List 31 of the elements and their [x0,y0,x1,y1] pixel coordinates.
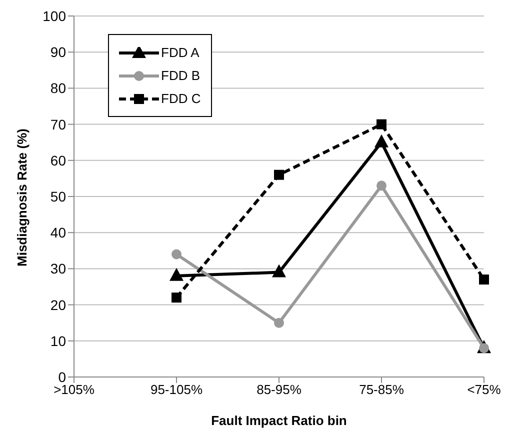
y-tick-label: 90 [50,44,66,60]
y-tick-label: 100 [42,8,66,24]
point [272,264,286,278]
point [274,318,284,328]
point [374,134,388,148]
point [172,292,182,303]
y-tick-label: 60 [50,152,66,168]
y-tick-label: 30 [50,260,66,277]
y-tick-label: 10 [50,332,66,349]
x-tick-label: 75-85% [359,382,404,398]
point [376,119,386,130]
y-tick-label: 80 [50,80,66,96]
y-tick-label: 50 [50,188,66,204]
legend-label: FDD B [161,68,200,83]
x-tick-label: 95-105% [150,382,203,398]
y-axis-title: Misdiagnosis Rate (%) [14,128,30,266]
y-tick-label: 70 [50,116,66,132]
x-axis-title: Fault Impact Ratio bin [211,413,347,428]
point [170,268,184,281]
legend-label: FDD C [161,91,201,106]
x-tick-label: >105% [54,382,95,398]
point [172,249,182,260]
legend-label: FDD A [161,45,200,60]
y-tick-label: 20 [50,296,66,313]
x-tick-label: <75% [467,382,502,398]
point [479,274,489,285]
point [376,180,386,191]
point [274,170,284,180]
y-tick-label: 0 [58,368,66,385]
x-tick-label: 85-95% [256,382,302,398]
y-tick-label: 40 [50,224,66,241]
